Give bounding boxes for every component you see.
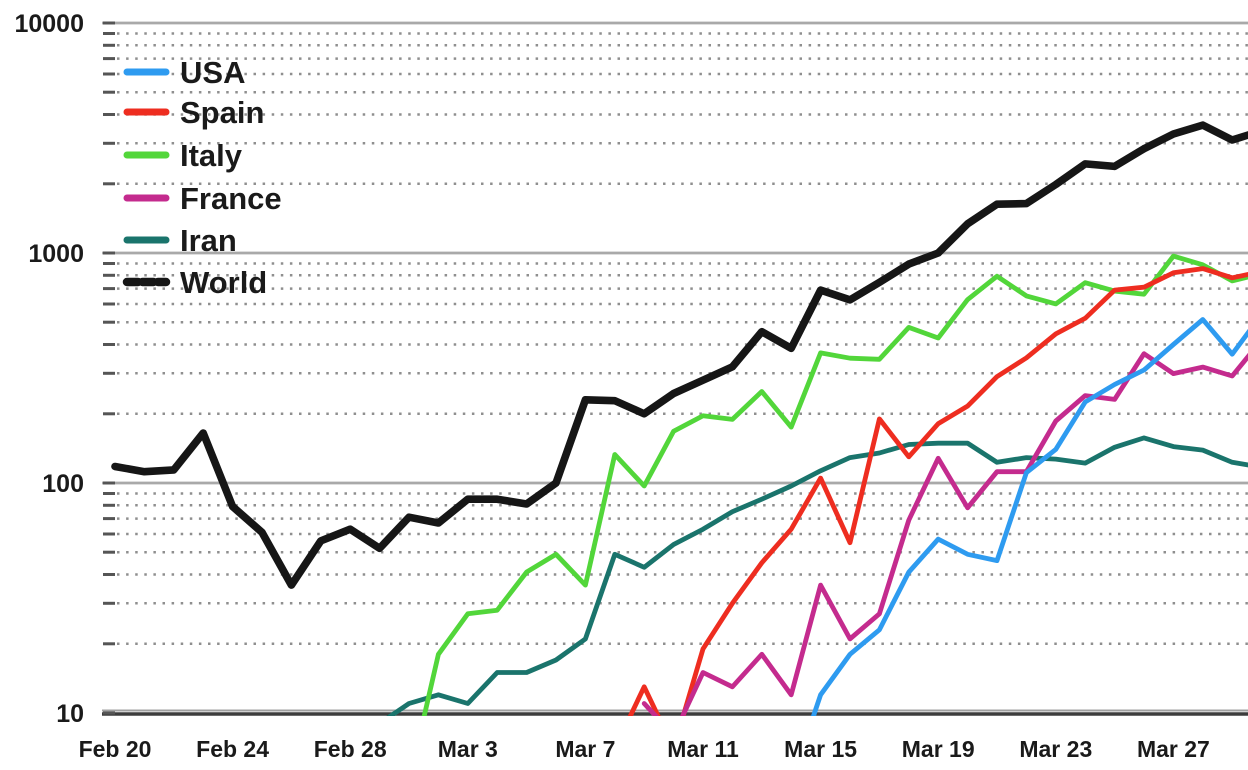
y-axis-ticks [103,21,115,715]
series-line-iran [386,435,1248,716]
x-axis-label: Feb 28 [314,736,387,762]
legend-item-spain: Spain [123,95,264,130]
x-axis-label: Mar 23 [1019,736,1092,762]
series-line-france [641,351,1248,716]
gridlines-major [102,21,1248,716]
x-axis-labels: Feb 20 Feb 24 Feb 28 Mar 3 Mar 7 Mar 11 Mar 15… [79,736,1210,762]
x-axis-label: Mar 19 [902,736,975,762]
x-axis-label: Mar 27 [1137,736,1210,762]
legend-label-italy: Italy [180,138,243,173]
legend-item-world: World [122,265,267,300]
y-axis-label: 10000 [14,10,84,38]
x-axis-label: Mar 11 [667,736,739,762]
legend: USA Spain Italy France Iran World [122,55,282,300]
series-line-spain [627,266,1248,716]
legend-item-usa: USA [123,55,245,90]
y-axis-label: 100 [42,470,84,498]
legend-item-france: France [123,181,282,216]
legend-label-iran: Iran [180,223,237,258]
x-axis-label: Mar 15 [784,736,857,762]
series-line-usa [810,317,1248,716]
legend-item-iran: Iran [123,223,237,258]
series-lines [111,121,1248,716]
legend-label-france: France [180,181,282,216]
x-axis-label: Mar 3 [438,736,498,762]
legend-label-world: World [180,265,267,300]
gridlines-minor [117,32,1248,646]
legend-item-italy: Italy [123,138,243,173]
legend-label-usa: USA [180,55,245,90]
y-axis-label: 1000 [28,240,84,268]
series-line-italy [421,253,1248,716]
y-axis-label: 10 [56,700,84,728]
x-axis-label: Feb 20 [79,736,152,762]
y-axis-labels: 10 100 1000 10000 [14,10,84,728]
series-line-world [111,121,1248,589]
x-axis-label: Mar 7 [555,736,615,762]
legend-label-spain: Spain [180,95,264,130]
x-axis-label: Feb 24 [196,736,269,762]
